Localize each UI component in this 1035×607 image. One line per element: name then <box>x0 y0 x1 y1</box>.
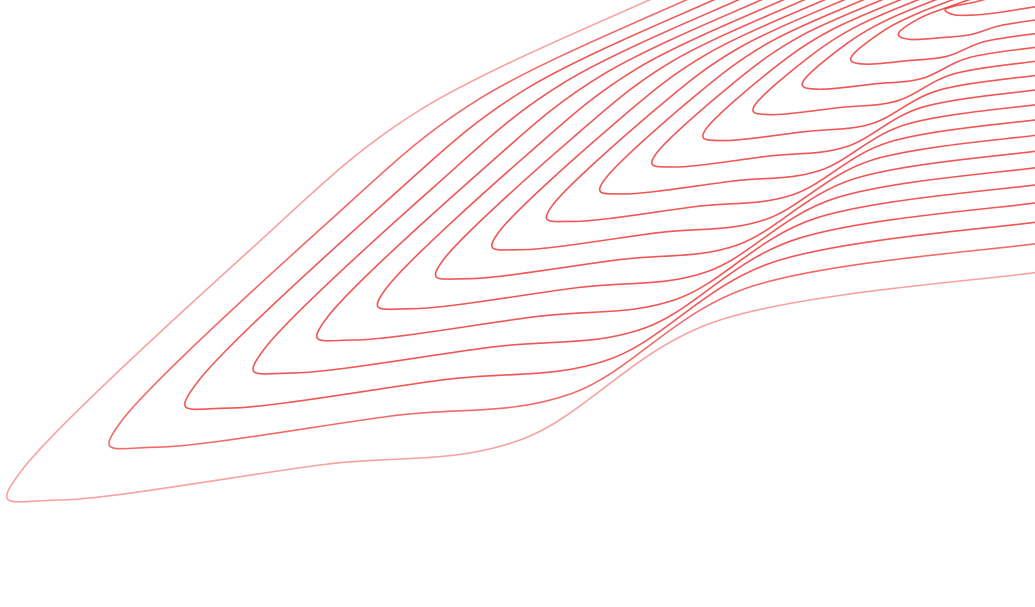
contour-line <box>545 0 1035 223</box>
contour-line <box>184 0 1035 411</box>
contour-line <box>598 0 1035 195</box>
contour-line <box>702 0 1035 142</box>
contour-line <box>5 0 1035 503</box>
contour-line <box>897 0 1035 41</box>
contour-line <box>490 0 1035 251</box>
contour-line <box>108 0 1035 450</box>
contour-line <box>849 0 1035 66</box>
contour-line <box>252 0 1035 375</box>
contour-line <box>651 0 1035 168</box>
contour-line <box>376 0 1035 311</box>
contour-line <box>752 0 1035 116</box>
contour-line <box>801 0 1035 91</box>
contour-line <box>315 0 1035 342</box>
contour-line <box>434 0 1035 280</box>
contour-line <box>944 0 1035 17</box>
